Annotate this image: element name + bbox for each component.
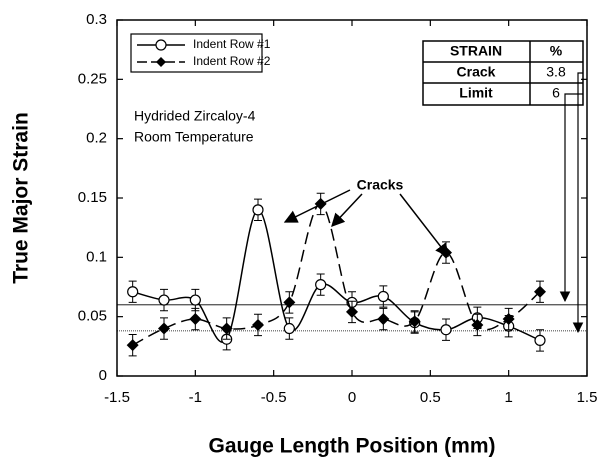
point [314, 197, 327, 210]
point [283, 322, 295, 335]
point [377, 313, 390, 326]
x-tick-label: -0.5 [261, 389, 287, 406]
series-line [132, 203, 541, 346]
legend-label: Indent Row #1 [193, 37, 271, 51]
point [502, 313, 515, 326]
x-tick-label: 0.5 [420, 389, 441, 406]
x-tick-label: -1 [189, 389, 202, 406]
point [315, 279, 327, 291]
point [283, 296, 296, 309]
legend-marker [156, 57, 166, 67]
table-header: STRAIN [450, 43, 502, 59]
y-tick-label: 0 [99, 367, 107, 384]
point [252, 204, 264, 216]
point [534, 334, 546, 346]
point [377, 290, 389, 303]
point [252, 318, 264, 331]
point [189, 313, 202, 326]
annotation-arrows [283, 189, 449, 258]
annotation: Room Temperature [134, 129, 254, 145]
point [440, 324, 452, 336]
annotation: Cracks [357, 177, 404, 193]
y-tick-label: 0.15 [78, 189, 107, 206]
legend-label: Indent Row #2 [193, 54, 271, 68]
table-cell: 6 [552, 85, 560, 101]
point [126, 339, 139, 352]
point [189, 294, 201, 306]
point [220, 322, 233, 335]
point [127, 286, 139, 298]
y-tick-label: 0.25 [78, 70, 107, 87]
x-tick-label: 1 [504, 389, 512, 406]
point [408, 315, 421, 328]
point [158, 294, 170, 306]
table-cell: Limit [459, 85, 493, 101]
point [158, 322, 170, 335]
table-arrows [559, 72, 584, 334]
point [471, 318, 484, 331]
table-header: % [550, 43, 563, 59]
point [346, 305, 358, 318]
y-tick-label: 0.05 [78, 308, 107, 325]
y-tick-label: 0.3 [86, 11, 107, 28]
y-tick-label: 0.1 [86, 248, 107, 265]
table-cell: 3.8 [546, 64, 566, 80]
y-axis-title: True Major Strain [10, 112, 33, 284]
annotation: Hydrided Zircaloy-4 [134, 108, 256, 124]
x-axis-title: Gauge Length Position (mm) [209, 435, 496, 458]
point [534, 285, 546, 298]
point [440, 246, 452, 259]
legend [130, 33, 263, 73]
y-tick-label: 0.2 [86, 130, 107, 147]
x-tick-label: 1.5 [577, 389, 598, 406]
legend-marker [155, 39, 167, 51]
table-cell: Crack [457, 64, 496, 80]
x-tick-label: -1.5 [104, 389, 130, 406]
x-tick-label: 0 [348, 389, 356, 406]
